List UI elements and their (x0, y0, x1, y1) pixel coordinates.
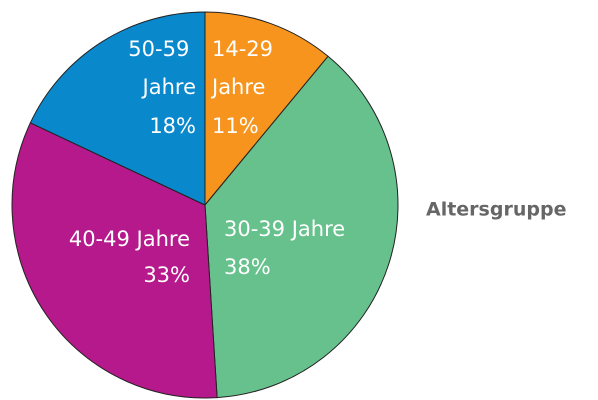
slice-value-label: 38% (224, 255, 271, 279)
slice-label: 30-39 Jahre (224, 217, 345, 241)
slice-value-label: 18% (149, 114, 196, 138)
slice-label: 14-29 Jahre (210, 37, 280, 99)
pie-slice (204, 11, 329, 207)
pie-slice (204, 55, 399, 399)
slice-value-label: 11% (212, 114, 259, 138)
slice-label: 50-59 Jahre (128, 37, 196, 99)
slice-label: 40-49 Jahre (69, 227, 190, 251)
pie-slice (29, 11, 206, 206)
pie-slice (11, 122, 218, 399)
legend-title: Altersgruppe (426, 199, 566, 221)
slice-value-label: 33% (143, 263, 190, 287)
